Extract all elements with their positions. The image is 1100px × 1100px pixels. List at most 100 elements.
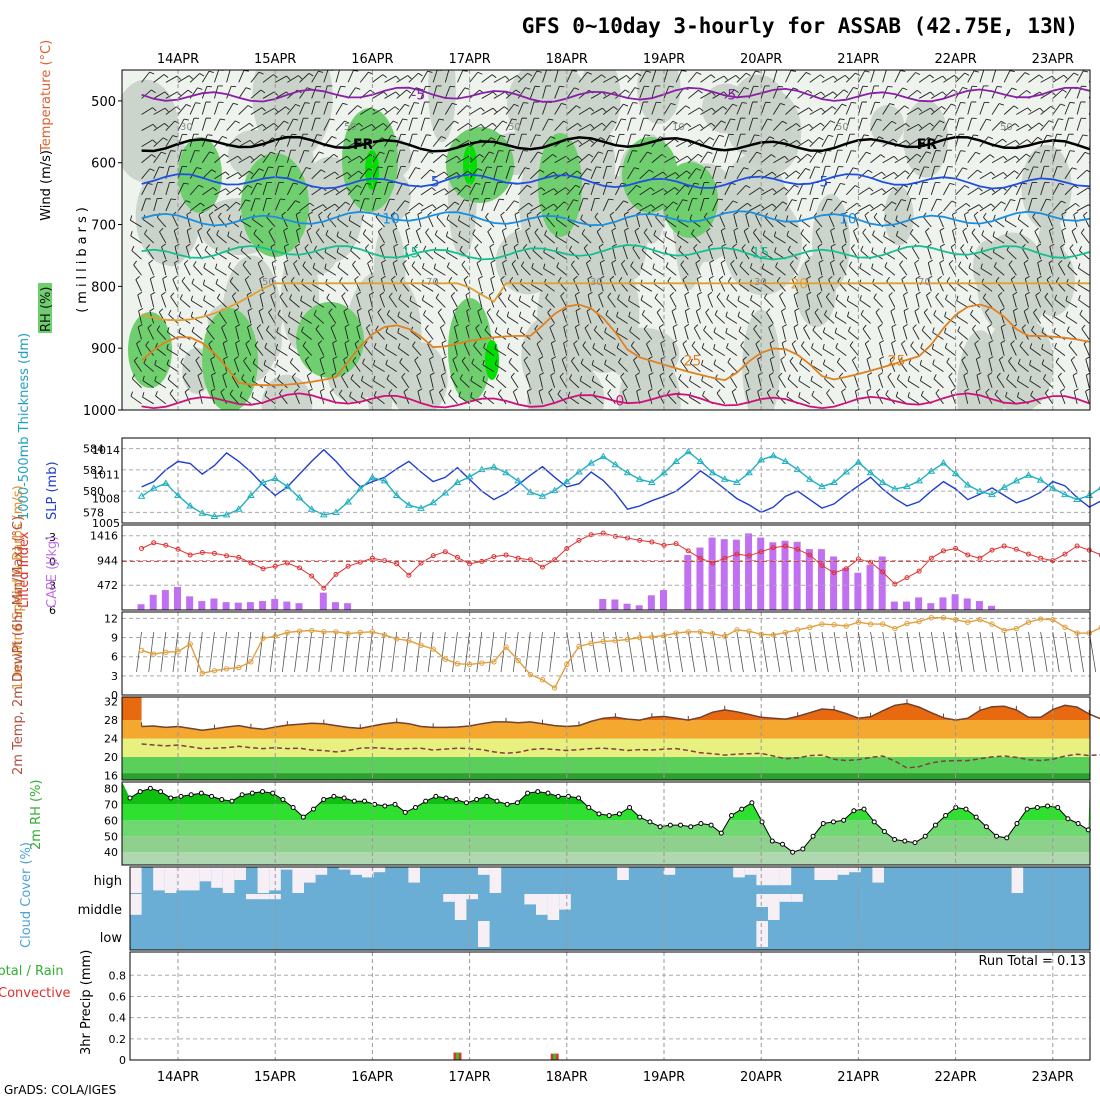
wind-barb-flag (515, 89, 521, 94)
wind-barb (202, 187, 214, 196)
slp-point (1036, 476, 1045, 483)
wind-barb (384, 182, 389, 196)
wind-barb-flag (789, 260, 794, 265)
lifted-point (746, 553, 752, 559)
slp-point (380, 476, 389, 484)
wind-barb (214, 102, 219, 115)
wind-barb (744, 375, 750, 388)
surface-wind-barb (906, 631, 914, 673)
wind-barb-flag (709, 259, 715, 263)
wind-barb-flag (1061, 227, 1067, 231)
wind-barb (847, 316, 859, 324)
wind-barb (168, 314, 179, 324)
rh-point (127, 795, 133, 801)
wind-barb (408, 102, 415, 115)
wind-barb-flag (450, 292, 456, 297)
wind-barb (328, 312, 337, 324)
rh-point (158, 789, 164, 795)
wind-barb-flag (216, 293, 221, 299)
slp-tick: 1014 (92, 444, 120, 457)
wind-barb (639, 86, 645, 99)
wind-barb-flag (295, 200, 301, 203)
wind-barb-flag (621, 260, 626, 265)
wind-barb (215, 251, 227, 260)
wind-barb (979, 85, 984, 99)
wind-barb-flag (470, 392, 473, 398)
wind-barb (712, 91, 725, 99)
wind-speed-point (1050, 616, 1056, 623)
wind-barb-flag (596, 227, 602, 232)
wind-barb (412, 345, 422, 356)
wind-barb (931, 106, 942, 115)
cloud-high-bar (292, 867, 304, 893)
wind-barb-flag (300, 311, 303, 317)
wind-barb (347, 122, 360, 131)
wind-barb (1064, 117, 1070, 131)
wind-barb (927, 262, 932, 276)
wind-barb (238, 155, 251, 164)
surface-wind-barb (136, 631, 142, 673)
wind-barb (335, 201, 346, 212)
cape-bar (259, 601, 267, 610)
wind-barb-flag (494, 343, 497, 350)
wind-barb (508, 362, 519, 372)
wind-barb (724, 166, 730, 179)
wind-barb-flag (920, 390, 924, 396)
wind-barb (651, 102, 657, 115)
wind-barb (359, 198, 365, 212)
wind-barb (398, 298, 410, 308)
wind-barb-flag (241, 374, 245, 379)
wind-barb-flag (749, 263, 753, 269)
wind-barb-flag (731, 388, 737, 393)
wind-barb (478, 278, 483, 292)
wind-barb-flag (416, 87, 422, 90)
wind-barb (286, 166, 292, 179)
slp-point (465, 472, 474, 480)
wind-barb (716, 393, 726, 405)
wind-barb (148, 263, 155, 276)
cloud-high-bar (222, 867, 235, 893)
temp-tick: 28 (104, 714, 118, 727)
wind-barb (354, 279, 361, 292)
wind-barb (651, 85, 656, 99)
wind-barb (266, 329, 276, 340)
cape-bar (271, 598, 279, 610)
wind-barb-flag (681, 70, 687, 72)
wind-barb-flag (1055, 357, 1060, 363)
wind-barb-flag (320, 372, 326, 376)
wind-barb-flag (810, 359, 813, 366)
precip-bar-total (553, 1053, 557, 1060)
rh-contour-label: 50 (1000, 122, 1013, 133)
wind-barb-flag (665, 262, 669, 268)
precip-tick: 0.8 (109, 969, 127, 982)
surface-wind-barb (354, 631, 361, 673)
slp-point (550, 486, 559, 494)
lifted-point (248, 560, 254, 566)
wind-barb (286, 200, 296, 212)
wind-barb-flag (204, 310, 208, 316)
wind-barb-flag (550, 372, 556, 376)
wind-barb (493, 198, 500, 212)
wind-barb-flag (652, 263, 655, 269)
wind-barb (505, 200, 515, 212)
cloud-high-bar (826, 867, 838, 880)
wind-barb-flag (634, 167, 640, 170)
wind-barb (696, 294, 701, 308)
lifted-point (552, 557, 558, 563)
wind-barb-flag (271, 259, 277, 263)
wind-barb-flag (1026, 139, 1032, 144)
wind-barb-flag (944, 311, 947, 317)
cloud-background (130, 867, 1090, 950)
wind-barb (956, 283, 969, 292)
wind-barb-flag (191, 326, 195, 332)
wind-barb-flag (206, 324, 210, 330)
panel-frame (129, 951, 1091, 1061)
wind-barb (1064, 72, 1075, 83)
wind-barb (1003, 87, 1013, 99)
wind-barb (457, 122, 469, 131)
wind-barb (955, 203, 967, 212)
wind-barb-flag (855, 185, 860, 189)
wind-barb-flag (1070, 356, 1076, 361)
wind-barb-flag (178, 311, 182, 317)
cape-bar (842, 568, 850, 610)
